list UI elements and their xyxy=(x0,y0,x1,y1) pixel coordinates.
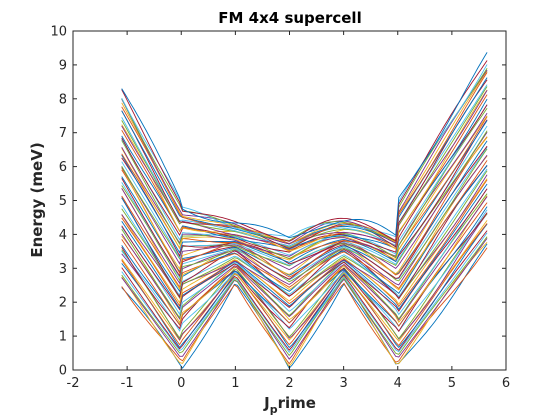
band-line xyxy=(121,89,488,252)
y-tick-label: 6 xyxy=(59,160,67,175)
band-line xyxy=(121,108,488,259)
band-line xyxy=(121,104,488,256)
x-axis-title-subscript: p xyxy=(270,403,278,416)
x-axis-title-main: J xyxy=(263,394,270,412)
x-tick-label: 0 xyxy=(177,376,185,391)
y-axis-ticks: 0 1 2 3 4 5 6 7 8 9 10 xyxy=(50,25,506,379)
band-line xyxy=(121,223,488,347)
band-line xyxy=(121,238,488,360)
y-tick-label: 0 xyxy=(59,364,67,379)
band-line xyxy=(121,193,488,320)
x-tick-label: 3 xyxy=(339,376,347,391)
band-line xyxy=(121,179,488,308)
band-line xyxy=(121,243,488,369)
band-line xyxy=(121,52,488,239)
band-line xyxy=(121,188,488,316)
x-tick-label: 1 xyxy=(231,376,239,391)
band-line xyxy=(121,178,488,306)
band-line xyxy=(121,209,488,332)
band-line xyxy=(121,70,488,245)
band-line xyxy=(121,247,488,365)
y-tick-label: 9 xyxy=(59,58,67,73)
band-line xyxy=(121,223,488,349)
band-line xyxy=(121,183,488,311)
band-line xyxy=(121,90,488,247)
band-line xyxy=(121,120,488,263)
y-tick-label: 1 xyxy=(59,330,67,345)
y-tick-label: 4 xyxy=(59,228,67,243)
x-tick-label: 6 xyxy=(502,376,510,391)
x-axis-ticks: -2 -1 0 1 2 3 4 5 6 xyxy=(67,31,510,391)
x-axis-title: Jprime xyxy=(263,394,316,416)
band-line xyxy=(121,69,488,245)
band-line xyxy=(121,165,488,299)
y-tick-label: 10 xyxy=(50,25,67,40)
chart-title: FM 4x4 supercell xyxy=(218,9,361,27)
x-tick-label: -2 xyxy=(67,376,80,391)
band-line xyxy=(121,119,488,265)
band-line xyxy=(121,168,488,298)
band-line xyxy=(121,232,488,354)
band-line xyxy=(121,148,488,283)
band-line xyxy=(121,241,488,368)
y-tick-label: 5 xyxy=(59,194,67,209)
band-line xyxy=(121,79,488,249)
y-tick-label: 8 xyxy=(59,92,67,107)
band-line xyxy=(121,236,488,357)
band-line xyxy=(121,60,488,242)
x-tick-label: 4 xyxy=(394,376,402,391)
band-line xyxy=(121,195,488,324)
y-tick-label: 3 xyxy=(59,262,67,277)
x-tick-label: -1 xyxy=(121,376,134,391)
series-group xyxy=(121,52,488,369)
band-line xyxy=(121,155,488,291)
band-line xyxy=(121,72,488,245)
band-line xyxy=(121,115,488,261)
y-tick-label: 2 xyxy=(59,296,67,311)
y-tick-label: 7 xyxy=(59,126,67,141)
band-line xyxy=(121,137,488,275)
x-axis-title-rest: rime xyxy=(278,394,316,412)
band-line xyxy=(121,213,488,340)
y-axis-title: Energy (meV) xyxy=(28,142,46,257)
band-line xyxy=(121,136,488,278)
band-line xyxy=(121,131,488,271)
band-line xyxy=(121,213,488,341)
band-line xyxy=(121,98,488,250)
x-tick-label: 5 xyxy=(448,376,456,391)
x-tick-label: 2 xyxy=(285,376,293,391)
